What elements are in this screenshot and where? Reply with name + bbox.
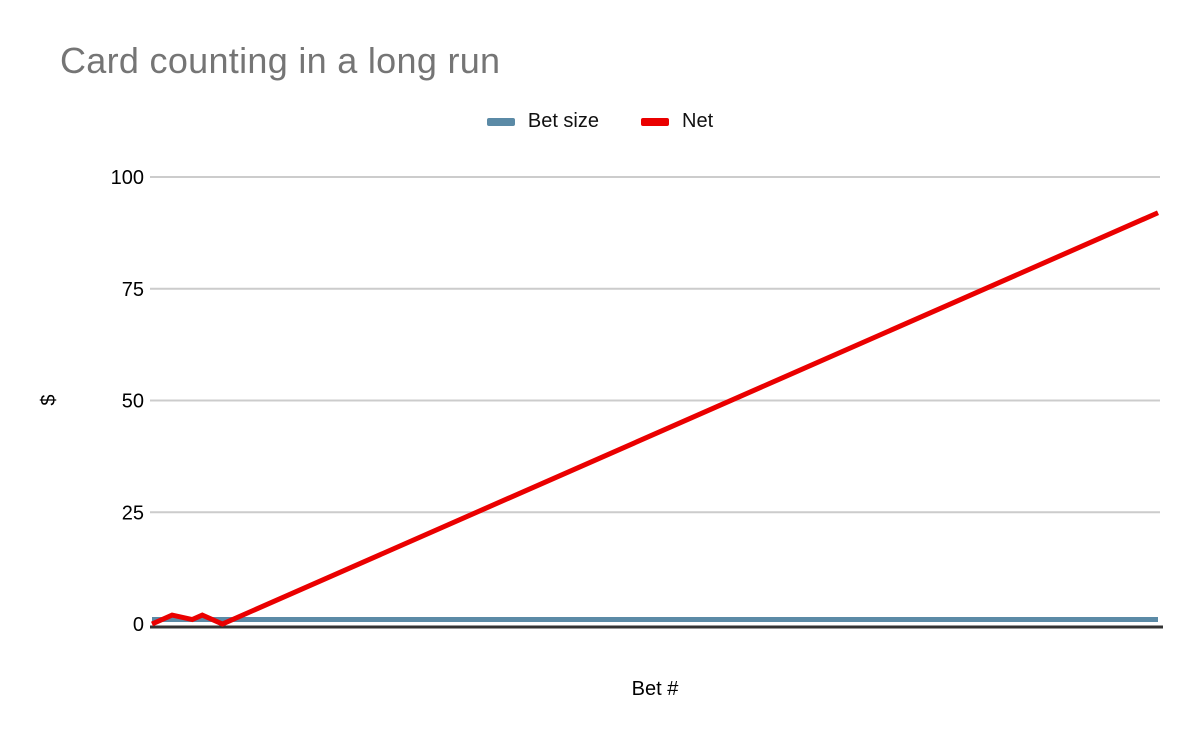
y-tick-label: 25 [122, 502, 144, 524]
y-tick-label: 0 [133, 614, 144, 636]
y-axis-title: $ [38, 394, 60, 406]
legend-item-net[interactable]: Net [641, 110, 713, 133]
x-axis-title: Bet # [631, 678, 679, 700]
chart-legend: Bet size Net [0, 110, 1200, 133]
y-tick-label: 100 [111, 167, 144, 189]
legend-label-net: Net [682, 110, 714, 132]
chart-title: Card counting in a long run [60, 40, 501, 81]
legend-label-bet-size: Bet size [527, 110, 600, 132]
y-tick-label: 75 [122, 279, 144, 301]
bet-size-line-swatch-icon [486, 117, 515, 126]
legend-item-bet-size[interactable]: Bet size [486, 110, 600, 133]
y-tick-label: 50 [122, 391, 144, 413]
series-line-net [150, 210, 1160, 627]
net-line-swatch-icon [641, 117, 670, 126]
